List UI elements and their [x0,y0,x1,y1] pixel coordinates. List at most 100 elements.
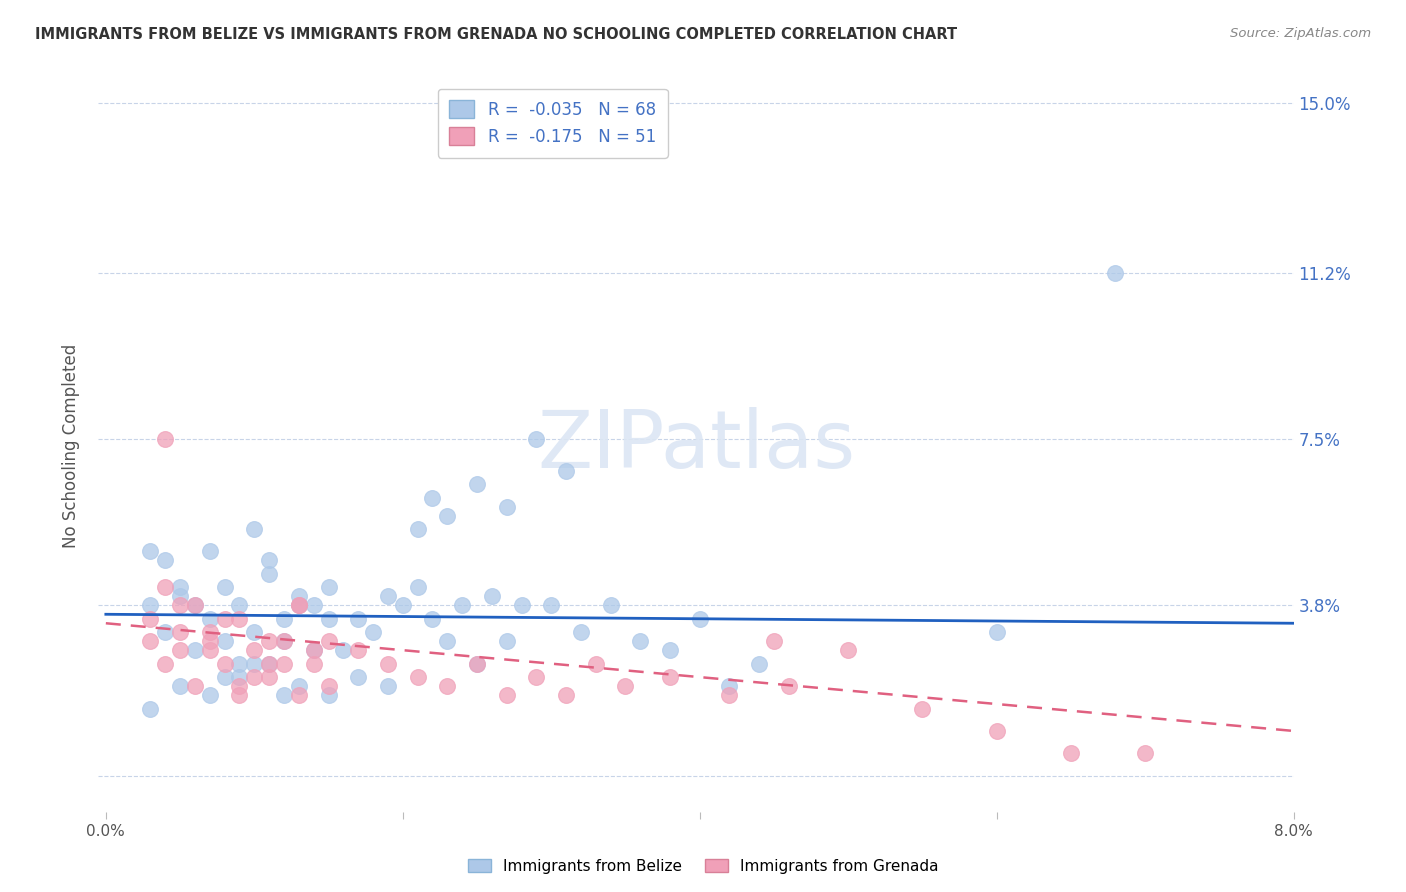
Point [1104,266,1126,280]
Point [139,634,162,648]
Point [288,590,311,604]
Point [169,599,191,613]
Point [361,625,384,640]
Point [718,679,741,693]
Point [228,688,250,702]
Point [436,634,458,648]
Point [318,679,340,693]
Point [169,679,191,693]
Point [198,688,221,702]
Point [273,634,295,648]
Text: Source: ZipAtlas.com: Source: ZipAtlas.com [1230,27,1371,40]
Point [198,612,221,626]
Point [377,590,399,604]
Point [495,634,517,648]
Point [659,643,682,657]
Point [155,553,177,567]
Point [614,679,637,693]
Point [198,544,221,558]
Point [155,625,177,640]
Point [139,544,162,558]
Point [524,670,547,684]
Point [495,688,517,702]
Point [555,464,578,478]
Point [436,679,458,693]
Point [198,625,221,640]
Point [318,580,340,594]
Point [347,670,370,684]
Point [257,657,280,671]
Point [257,657,280,671]
Point [288,679,311,693]
Point [184,679,207,693]
Point [659,670,682,684]
Point [510,599,533,613]
Point [406,580,429,594]
Point [169,625,191,640]
Point [718,688,741,702]
Point [169,590,191,604]
Point [243,625,266,640]
Point [214,612,236,626]
Point [228,670,250,684]
Point [257,553,280,567]
Point [1133,747,1156,761]
Point [288,599,311,613]
Point [436,508,458,523]
Point [184,599,207,613]
Point [422,612,444,626]
Y-axis label: No Schooling Completed: No Schooling Completed [62,344,80,548]
Text: IMMIGRANTS FROM BELIZE VS IMMIGRANTS FROM GRENADA NO SCHOOLING COMPLETED CORRELA: IMMIGRANTS FROM BELIZE VS IMMIGRANTS FRO… [35,27,957,42]
Point [302,657,325,671]
Point [377,657,399,671]
Point [155,580,177,594]
Point [302,599,325,613]
Point [228,657,250,671]
Text: ZIPatlas: ZIPatlas [537,407,855,485]
Point [599,599,621,613]
Point [585,657,607,671]
Point [198,643,221,657]
Point [689,612,711,626]
Legend: Immigrants from Belize, Immigrants from Grenada: Immigrants from Belize, Immigrants from … [461,853,945,880]
Point [391,599,413,613]
Point [451,599,474,613]
Point [214,670,236,684]
Point [155,432,177,446]
Point [273,657,295,671]
Point [302,643,325,657]
Point [332,643,354,657]
Point [257,566,280,581]
Point [465,477,488,491]
Point [273,612,295,626]
Point [569,625,592,640]
Point [540,599,562,613]
Point [184,599,207,613]
Point [778,679,800,693]
Legend: R =  -0.035   N = 68, R =  -0.175   N = 51: R = -0.035 N = 68, R = -0.175 N = 51 [437,88,668,158]
Point [214,657,236,671]
Point [184,643,207,657]
Point [214,634,236,648]
Point [495,500,517,514]
Point [273,634,295,648]
Point [986,625,1008,640]
Point [243,522,266,536]
Point [169,580,191,594]
Point [465,657,488,671]
Point [139,599,162,613]
Point [555,688,578,702]
Point [762,634,785,648]
Point [243,657,266,671]
Point [228,599,250,613]
Point [406,670,429,684]
Point [288,688,311,702]
Point [243,643,266,657]
Point [139,612,162,626]
Point [169,643,191,657]
Point [628,634,651,648]
Point [422,491,444,505]
Point [748,657,770,671]
Point [837,643,859,657]
Point [406,522,429,536]
